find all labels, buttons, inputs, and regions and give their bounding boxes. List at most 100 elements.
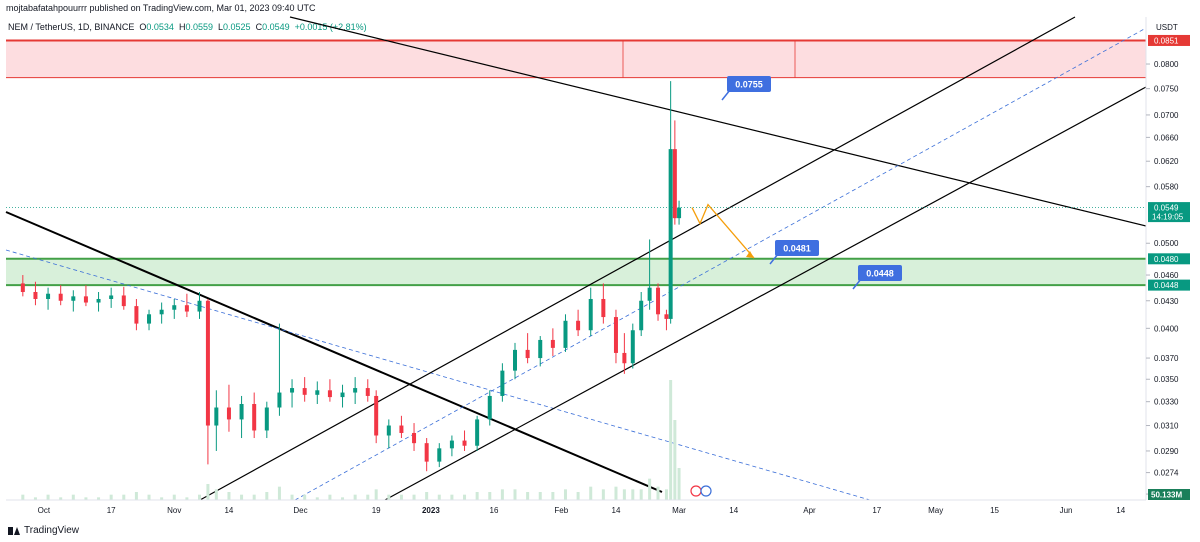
volume-bar (303, 494, 307, 500)
y-tick-label: 0.0290 (1154, 447, 1179, 456)
y-tick-label: 0.0700 (1154, 111, 1179, 120)
volume-bar (437, 494, 441, 500)
volume-bar (677, 468, 681, 500)
x-tick-label: Dec (293, 506, 307, 515)
candle (656, 287, 661, 315)
close-label: C (255, 22, 263, 32)
x-tick-label: 14 (1116, 506, 1125, 515)
volume-bar (227, 492, 231, 500)
x-tick-label: 17 (107, 506, 116, 515)
candle (487, 395, 492, 420)
high-value: 0.0559 (185, 22, 213, 32)
descending-dashed-line (5, 249, 871, 501)
candle (374, 395, 379, 436)
candle (214, 407, 219, 426)
candle (513, 349, 518, 371)
volume-bar (463, 494, 467, 500)
candle (677, 207, 682, 219)
volume-bar (374, 489, 378, 500)
candle (134, 306, 139, 324)
volume-bar (97, 497, 101, 500)
close-value: 0.0549 (262, 22, 290, 32)
candle (525, 349, 530, 359)
x-tick-label: Jun (1060, 506, 1073, 515)
resistance-zone (6, 40, 1146, 78)
volume-bar (669, 380, 673, 500)
volume-bar (71, 494, 75, 500)
volume-bar (673, 420, 677, 500)
volume-bar (631, 489, 635, 500)
high-label: H (178, 22, 186, 32)
volume-bar (664, 489, 668, 500)
candle (327, 390, 332, 398)
price-badge-countdown: 14:19:05 (1152, 213, 1184, 222)
candle (239, 404, 244, 420)
x-tick-label: 14 (612, 506, 621, 515)
callout-label (775, 240, 819, 256)
y-tick-label: 0.0310 (1154, 422, 1179, 431)
candle (538, 339, 543, 359)
x-tick-label: 19 (372, 506, 381, 515)
candle (399, 425, 404, 433)
volume-bar (551, 492, 555, 500)
candle (639, 300, 644, 331)
price-badge-label: 0.0549 (1154, 204, 1179, 213)
callout-label (727, 76, 771, 92)
volume-bar (21, 494, 25, 500)
volume-bar (240, 494, 244, 500)
candle (315, 390, 320, 395)
candle (205, 300, 210, 426)
candle (83, 296, 88, 303)
candle (46, 293, 51, 299)
candle (462, 440, 467, 446)
volume-bar (206, 484, 210, 500)
event-flag-icon (700, 485, 712, 497)
open-value: 0.0534 (146, 22, 174, 32)
callout-label (858, 265, 902, 281)
volume-bar (265, 492, 269, 500)
descending-trendline-upper (289, 16, 1147, 227)
price-badge-label: 0.0851 (1154, 36, 1179, 45)
callout-value: 0.0481 (783, 244, 811, 254)
volume-bar (315, 497, 319, 500)
x-tick-label: 17 (872, 506, 881, 515)
candle (588, 298, 593, 331)
volume-bar (33, 497, 37, 500)
volume-bar (488, 492, 492, 500)
candle (353, 388, 358, 393)
y-tick-label: 0.0460 (1154, 271, 1179, 280)
volume-bar (172, 494, 176, 500)
volume-bar (513, 489, 517, 500)
candle (58, 293, 63, 301)
price-axis-currency: USDT (1156, 23, 1178, 32)
candle (159, 309, 164, 315)
candle (664, 314, 669, 319)
candle (226, 407, 231, 420)
volume-bar (290, 494, 294, 500)
callout-value: 0.0755 (735, 80, 763, 90)
x-tick-label: 2023 (422, 506, 440, 515)
volume-bar (639, 489, 643, 500)
descending-trendline-lower (5, 211, 663, 493)
volume-bar (198, 494, 202, 500)
projection-arrow (691, 203, 755, 259)
price-badge (1148, 202, 1190, 223)
volume-bar (341, 497, 345, 500)
volume-bar (622, 489, 626, 500)
support-zone (6, 258, 1146, 286)
candle (197, 300, 202, 312)
tradingview-logo-icon (8, 526, 20, 535)
ascending-channel-lower (384, 86, 1147, 501)
candle (340, 392, 345, 398)
y-tick-label: 0.0800 (1154, 60, 1179, 69)
low-label: L (218, 22, 224, 32)
x-tick-label: 16 (490, 506, 499, 515)
candle (412, 432, 417, 444)
y-tick-label: 0.0330 (1154, 398, 1179, 407)
tradingview-footer[interactable]: TradingView (8, 525, 79, 536)
price-badge (1148, 279, 1190, 291)
volume-bar (576, 492, 580, 500)
volume-bar (589, 486, 593, 500)
volume-bar (122, 494, 126, 500)
